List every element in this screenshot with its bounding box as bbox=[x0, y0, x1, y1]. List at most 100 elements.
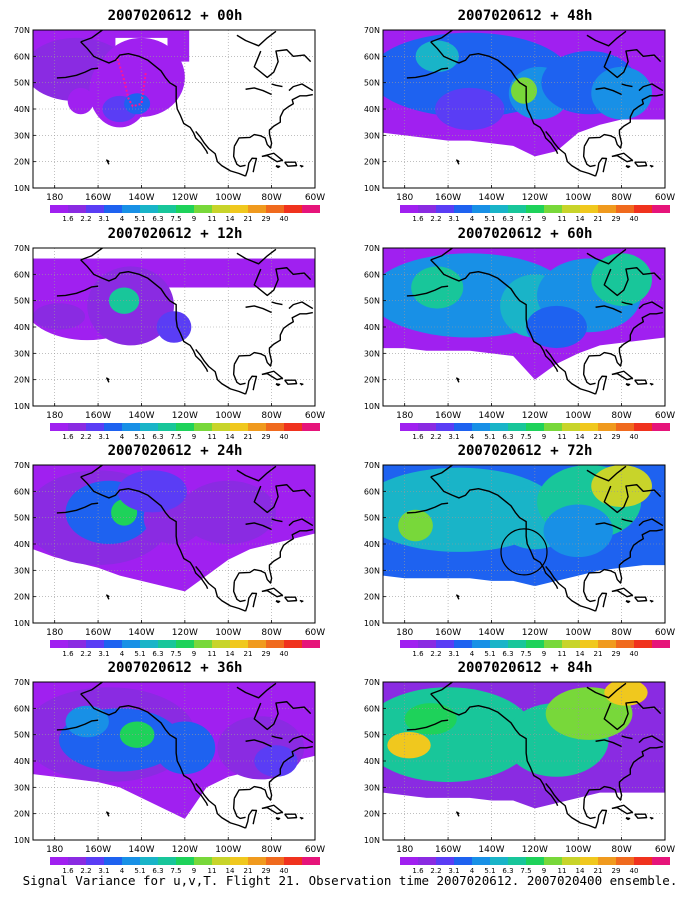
coastline bbox=[586, 465, 627, 482]
colorbar-label: 4 bbox=[119, 215, 125, 223]
colorbar-label: 9 bbox=[541, 215, 547, 223]
colorbar-swatch bbox=[634, 640, 652, 648]
colorbar-label: 3.1 bbox=[98, 433, 110, 441]
colorbar-label: 9 bbox=[541, 433, 547, 441]
coastline bbox=[236, 30, 277, 47]
lon-tick-label: 80W bbox=[611, 845, 631, 855]
colorbar-label: 11 bbox=[557, 215, 567, 223]
variance-contour bbox=[404, 703, 457, 735]
colorbar-labels: 1.6 2.2 3.1 4 5.1 6.3 7.5 9 11 14 21 29 40 bbox=[50, 215, 320, 225]
coastline bbox=[611, 370, 634, 381]
colorbar-label: 1.6 bbox=[412, 433, 424, 441]
colorbar bbox=[400, 857, 670, 865]
coastline bbox=[545, 130, 596, 177]
map-panel-p24: 2007020612 + 24h 70N 60N 50N 40N 30N 20N 10N 180… bbox=[0, 435, 350, 660]
colorbar-label: 6.3 bbox=[502, 433, 514, 441]
lon-tick-label: 100W bbox=[215, 628, 241, 638]
coastline bbox=[456, 594, 460, 600]
colorbar-swatch bbox=[490, 423, 508, 431]
coastline bbox=[106, 811, 110, 817]
variance-map: 70N 60N 50N 40N 30N 20N 10N 180 160W 140W 120W 100W… bbox=[364, 678, 675, 855]
colorbar-swatch bbox=[526, 640, 544, 648]
lat-tick-label: 50N bbox=[14, 514, 30, 523]
colorbar-label: 9 bbox=[191, 650, 197, 658]
colorbar-swatch bbox=[212, 205, 230, 213]
colorbar-label: 3.1 bbox=[98, 650, 110, 658]
colorbar-swatch bbox=[122, 640, 140, 648]
coastline bbox=[406, 285, 449, 297]
colorbar-swatch bbox=[580, 857, 598, 865]
coastline bbox=[56, 285, 99, 297]
lat-tick-label: 10N bbox=[364, 402, 380, 411]
colorbar-label: 29 bbox=[261, 433, 271, 441]
colorbar-swatch bbox=[68, 857, 86, 865]
coastline bbox=[80, 259, 209, 373]
variance-contour bbox=[604, 682, 648, 706]
colorbar-swatch bbox=[86, 640, 104, 648]
coastline bbox=[621, 735, 633, 740]
colorbar-swatch bbox=[400, 205, 418, 213]
variance-map: 70N 60N 50N 40N 30N 20N 10N 180 160W 140W 120W 100W… bbox=[14, 461, 325, 638]
colorbar-labels: 1.6 2.2 3.1 4 5.1 6.3 7.5 9 11 14 21 29 40 bbox=[400, 867, 670, 877]
lon-tick-label: 80W bbox=[261, 193, 281, 203]
variance-contour bbox=[435, 87, 505, 131]
colorbar-swatch bbox=[634, 423, 652, 431]
colorbar-label: 7.5 bbox=[520, 650, 532, 658]
map-panel-p00: 2007020612 + 00h 70N 60N 50N 40N 30N 20N 10N 180… bbox=[0, 0, 350, 225]
colorbar-label: 3.1 bbox=[448, 867, 460, 875]
colorbar-swatch bbox=[652, 640, 670, 648]
variance-contour bbox=[65, 705, 109, 738]
colorbar-swatch bbox=[230, 423, 248, 431]
colorbar-swatch bbox=[526, 205, 544, 213]
panel-title: 2007020612 + 00h bbox=[107, 8, 243, 24]
colorbar-swatch bbox=[302, 423, 320, 431]
colorbar-swatch bbox=[418, 857, 436, 865]
colorbar bbox=[400, 640, 670, 648]
colorbar-label: 14 bbox=[225, 433, 235, 441]
colorbar-label: 6.3 bbox=[152, 867, 164, 875]
colorbar-label: 2.2 bbox=[430, 867, 442, 875]
panel-title: 2007020612 + 36h bbox=[107, 660, 243, 676]
colorbar-swatch bbox=[248, 857, 266, 865]
colorbar-swatch bbox=[50, 640, 68, 648]
colorbar-label: 6.3 bbox=[152, 433, 164, 441]
colorbar-swatch bbox=[68, 423, 86, 431]
coastline bbox=[582, 798, 596, 820]
coastline bbox=[603, 267, 662, 297]
lon-tick-label: 160W bbox=[435, 628, 461, 638]
variance-contour bbox=[33, 303, 86, 330]
colorbar-swatch bbox=[508, 423, 526, 431]
colorbar-label: 29 bbox=[611, 433, 621, 441]
colorbar-swatch bbox=[562, 857, 580, 865]
colorbar-label: 40 bbox=[279, 867, 289, 875]
colorbar-swatch bbox=[86, 423, 104, 431]
lat-tick-label: 40N bbox=[14, 757, 30, 766]
lon-tick-label: 100W bbox=[565, 193, 591, 203]
coastline bbox=[649, 382, 654, 386]
lat-tick-label: 20N bbox=[14, 376, 30, 385]
colorbar-label: 14 bbox=[575, 215, 585, 223]
coastline bbox=[253, 49, 312, 79]
colorbar-label: 1.6 bbox=[62, 433, 74, 441]
lat-tick-label: 70N bbox=[364, 461, 380, 470]
coastline bbox=[271, 518, 283, 523]
colorbar-swatch bbox=[122, 857, 140, 865]
coastline bbox=[106, 377, 110, 383]
colorbar-swatch bbox=[230, 205, 248, 213]
coastline bbox=[430, 476, 559, 590]
colorbar-swatch bbox=[472, 640, 490, 648]
coastline bbox=[195, 348, 246, 395]
coastline bbox=[284, 161, 298, 167]
coastline bbox=[545, 348, 596, 395]
colorbar-swatch bbox=[472, 857, 490, 865]
colorbar-swatch bbox=[616, 423, 634, 431]
coastline bbox=[284, 379, 298, 385]
coastline bbox=[56, 719, 99, 731]
coastline bbox=[261, 152, 284, 163]
coastline bbox=[456, 811, 460, 817]
colorbar-swatch bbox=[454, 640, 472, 648]
colorbar-label: 11 bbox=[557, 867, 567, 875]
coastline bbox=[233, 93, 313, 149]
coastline bbox=[406, 719, 449, 731]
colorbar-swatch bbox=[230, 640, 248, 648]
